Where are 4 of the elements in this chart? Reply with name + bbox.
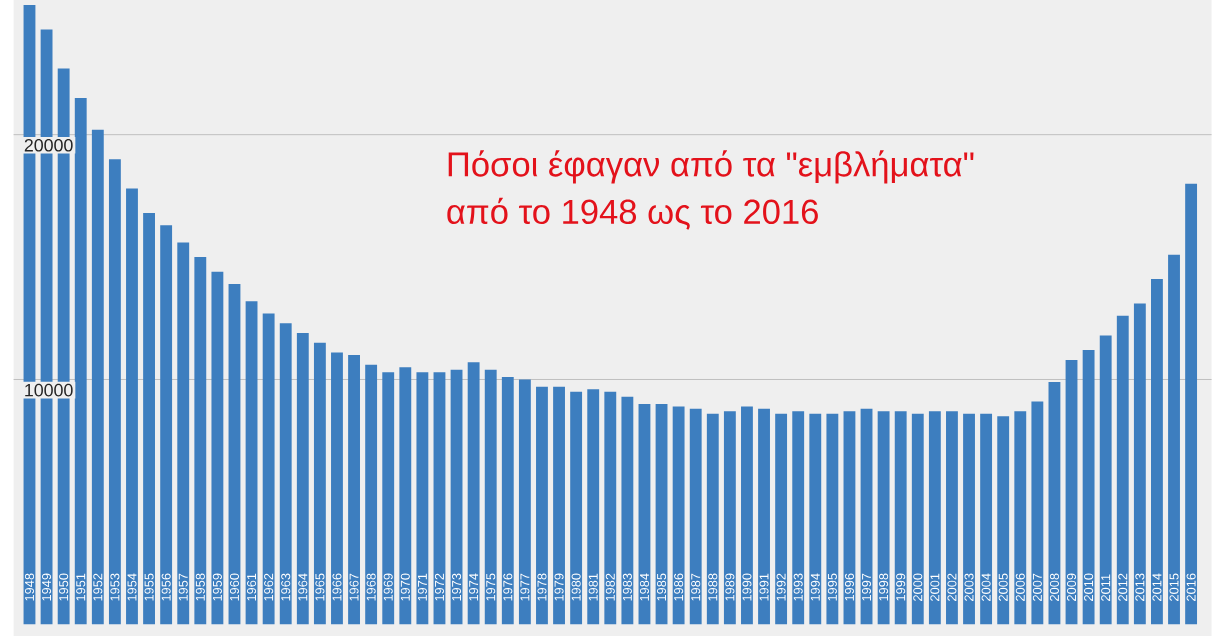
text: Πόσοι έφαγαν από τα "εμβλήματα" bbox=[448, 149, 974, 184]
text: από το 1948 ως το 2016 bbox=[447, 197, 818, 230]
y-tick-label: 20000 bbox=[24, 138, 73, 152]
y-tick-label: 10000 bbox=[25, 383, 73, 397]
